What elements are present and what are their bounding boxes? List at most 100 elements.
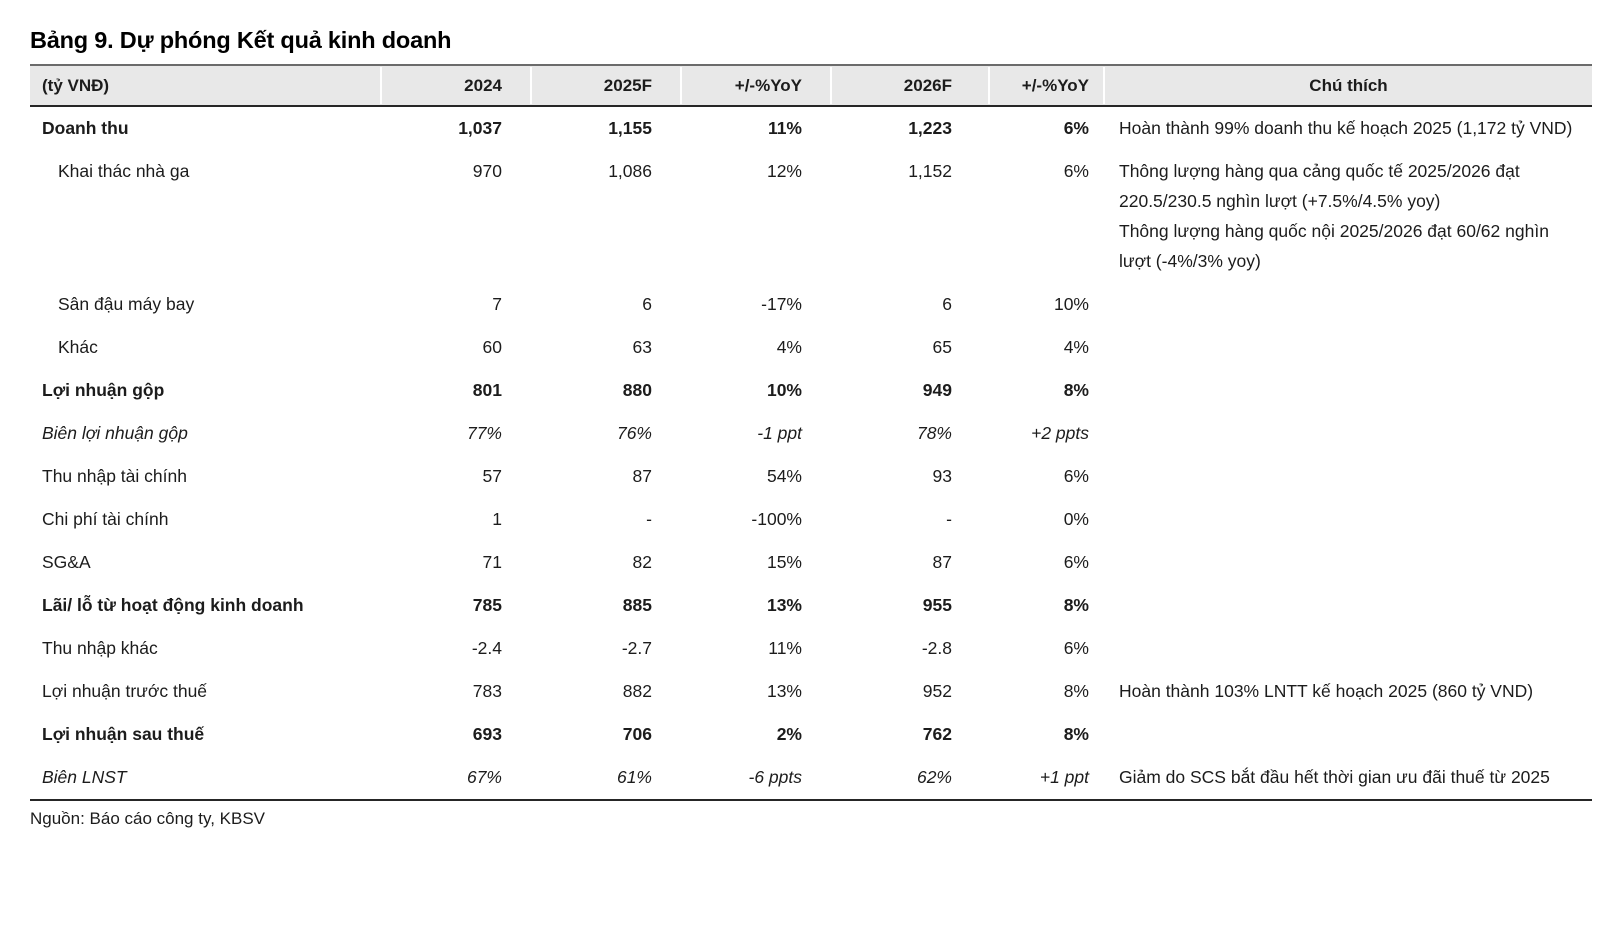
table-row: Thu nhập khác -2.4 -2.7 11% -2.8 6%: [30, 627, 1592, 670]
header-2025f: 2025F: [530, 67, 680, 104]
table-row: Thu nhập tài chính 57 87 54% 93 6%: [30, 455, 1592, 498]
cell-2025f: 6: [642, 294, 652, 314]
row-label: Lợi nhuận trước thuế: [42, 681, 208, 701]
forecast-table: (tỷ VNĐ) 2024 2025F +/-%YoY 2026F +/-%Yo…: [30, 64, 1592, 801]
cell-2024: 67%: [466, 767, 502, 787]
cell-yoy-2025: 13%: [766, 595, 802, 615]
cell-2026f: 1,223: [908, 118, 952, 138]
table-title: Bảng 9. Dự phóng Kết quả kinh doanh: [30, 27, 452, 53]
cell-yoy-2026: 10%: [1053, 294, 1089, 314]
table-header-row: (tỷ VNĐ) 2024 2025F +/-%YoY 2026F +/-%Yo…: [30, 66, 1592, 107]
row-label: Lợi nhuận gộp: [42, 380, 165, 400]
row-label: Chi phí tài chính: [42, 509, 169, 529]
cell-yoy-2025: 15%: [766, 552, 802, 572]
cell-yoy-2026: 4%: [1063, 337, 1089, 357]
header-yoy-2025: +/-%YoY: [680, 67, 830, 104]
cell-yoy-2026: 6%: [1063, 552, 1089, 572]
cell-yoy-2026: 8%: [1063, 681, 1089, 701]
cell-note: [1103, 498, 1592, 541]
cell-yoy-2025: 2%: [776, 724, 802, 744]
row-label: Biên lợi nhuận gộp: [42, 423, 188, 443]
cell-note: [1103, 627, 1592, 670]
cell-yoy-2025: 10%: [766, 380, 802, 400]
cell-2025f: 1,155: [608, 118, 652, 138]
cell-2025f: 880: [622, 380, 652, 400]
cell-yoy-2026: 0%: [1063, 509, 1089, 529]
cell-yoy-2025: 4%: [776, 337, 802, 357]
cell-note: [1103, 412, 1592, 455]
cell-note: [1103, 455, 1592, 498]
row-label: Lãi/ lỗ từ hoạt động kinh doanh: [42, 595, 304, 615]
cell-note: [1103, 584, 1592, 627]
cell-note: [1103, 713, 1592, 756]
cell-2026f: 78%: [916, 423, 952, 443]
cell-2026f: -: [946, 509, 952, 529]
cell-yoy-2026: 8%: [1063, 724, 1089, 744]
table-body: Doanh thu 1,037 1,155 11% 1,223 6% Hoàn thành …: [30, 107, 1592, 799]
cell-yoy-2025: 12%: [766, 161, 802, 181]
cell-2024: 71: [482, 552, 502, 572]
cell-2024: 7: [492, 294, 502, 314]
cell-yoy-2026: 8%: [1063, 595, 1089, 615]
cell-2025f: 82: [632, 552, 652, 572]
source-note: Nguồn: Báo cáo công ty, KBSV: [30, 809, 265, 828]
cell-note: [1103, 541, 1592, 584]
table-row: Lợi nhuận sau thuế 693 706 2% 762 8%: [30, 713, 1592, 756]
table-row: Biên LNST 67% 61% -6 ppts 62% +1 ppt Giảm do S…: [30, 756, 1592, 799]
header-unit: (tỷ VNĐ): [42, 76, 110, 95]
cell-2024: 785: [472, 595, 502, 615]
cell-2026f: 62%: [916, 767, 952, 787]
cell-yoy-2026: 8%: [1063, 380, 1089, 400]
row-label: Khác: [58, 337, 98, 357]
cell-yoy-2025: -1 ppt: [757, 423, 802, 443]
cell-2025f: 87: [632, 466, 652, 486]
cell-yoy-2025: -6 ppts: [748, 767, 803, 787]
cell-2025f: 76%: [616, 423, 652, 443]
cell-yoy-2026: 6%: [1063, 161, 1089, 181]
cell-2024: 57: [482, 466, 502, 486]
cell-2026f: 65: [932, 337, 952, 357]
cell-2024: 970: [472, 161, 502, 181]
cell-yoy-2025: 11%: [768, 638, 802, 658]
cell-2024: 693: [472, 724, 502, 744]
cell-yoy-2025: 13%: [766, 681, 802, 701]
cell-note: Thông lượng hàng qua cảng quốc tế 2025/2…: [1119, 161, 1549, 271]
row-label: Doanh thu: [42, 118, 129, 138]
cell-yoy-2026: +2 ppts: [1031, 423, 1089, 443]
cell-2026f: 87: [932, 552, 952, 572]
cell-2025f: 882: [622, 681, 652, 701]
table-row: Khai thác nhà ga 970 1,086 12% 1,152 6% Thông …: [30, 150, 1592, 283]
cell-note: Hoàn thành 99% doanh thu kế hoạch 2025 (…: [1119, 118, 1573, 138]
cell-2026f: 952: [922, 681, 952, 701]
cell-yoy-2025: 11%: [767, 118, 802, 138]
table-row: Chi phí tài chính 1 - -100% - 0%: [30, 498, 1592, 541]
row-label: Sân đậu máy bay: [58, 294, 195, 314]
cell-2024: -2.4: [471, 638, 502, 658]
cell-2025f: -: [646, 509, 652, 529]
cell-note: [1103, 283, 1592, 326]
header-2026f: 2026F: [830, 67, 988, 104]
cell-yoy-2026: +1 ppt: [1039, 767, 1089, 787]
header-notes: Chú thích: [1103, 67, 1592, 104]
cell-note: [1103, 326, 1592, 369]
cell-2025f: 706: [622, 724, 652, 744]
table-row: Doanh thu 1,037 1,155 11% 1,223 6% Hoàn thành …: [30, 107, 1592, 150]
cell-note: Hoàn thành 103% LNTT kế hoạch 2025 (860 …: [1119, 681, 1534, 701]
cell-yoy-2025: 54%: [766, 466, 802, 486]
cell-2026f: 949: [922, 380, 952, 400]
row-label: Khai thác nhà ga: [58, 161, 190, 181]
cell-2025f: 885: [622, 595, 652, 615]
cell-yoy-2025: -100%: [751, 509, 802, 529]
row-label: Thu nhập khác: [42, 638, 158, 658]
report-page: Bảng 9. Dự phóng Kết quả kinh doanh (tỷ …: [0, 27, 1622, 829]
cell-2025f: -2.7: [621, 638, 652, 658]
row-label: Lợi nhuận sau thuế: [42, 724, 205, 744]
cell-2026f: 6: [942, 294, 952, 314]
table-row: Lợi nhuận trước thuế 783 882 13% 952 8% Hoàn t…: [30, 670, 1592, 713]
row-label: Biên LNST: [42, 767, 127, 787]
table-row: Sân đậu máy bay 7 6 -17% 6 10%: [30, 283, 1592, 326]
cell-2025f: 63: [632, 337, 652, 357]
table-row: Lợi nhuận gộp 801 880 10% 949 8%: [30, 369, 1592, 412]
cell-2024: 801: [472, 380, 502, 400]
table-row: Lãi/ lỗ từ hoạt động kinh doanh 785 885 13%…: [30, 584, 1592, 627]
